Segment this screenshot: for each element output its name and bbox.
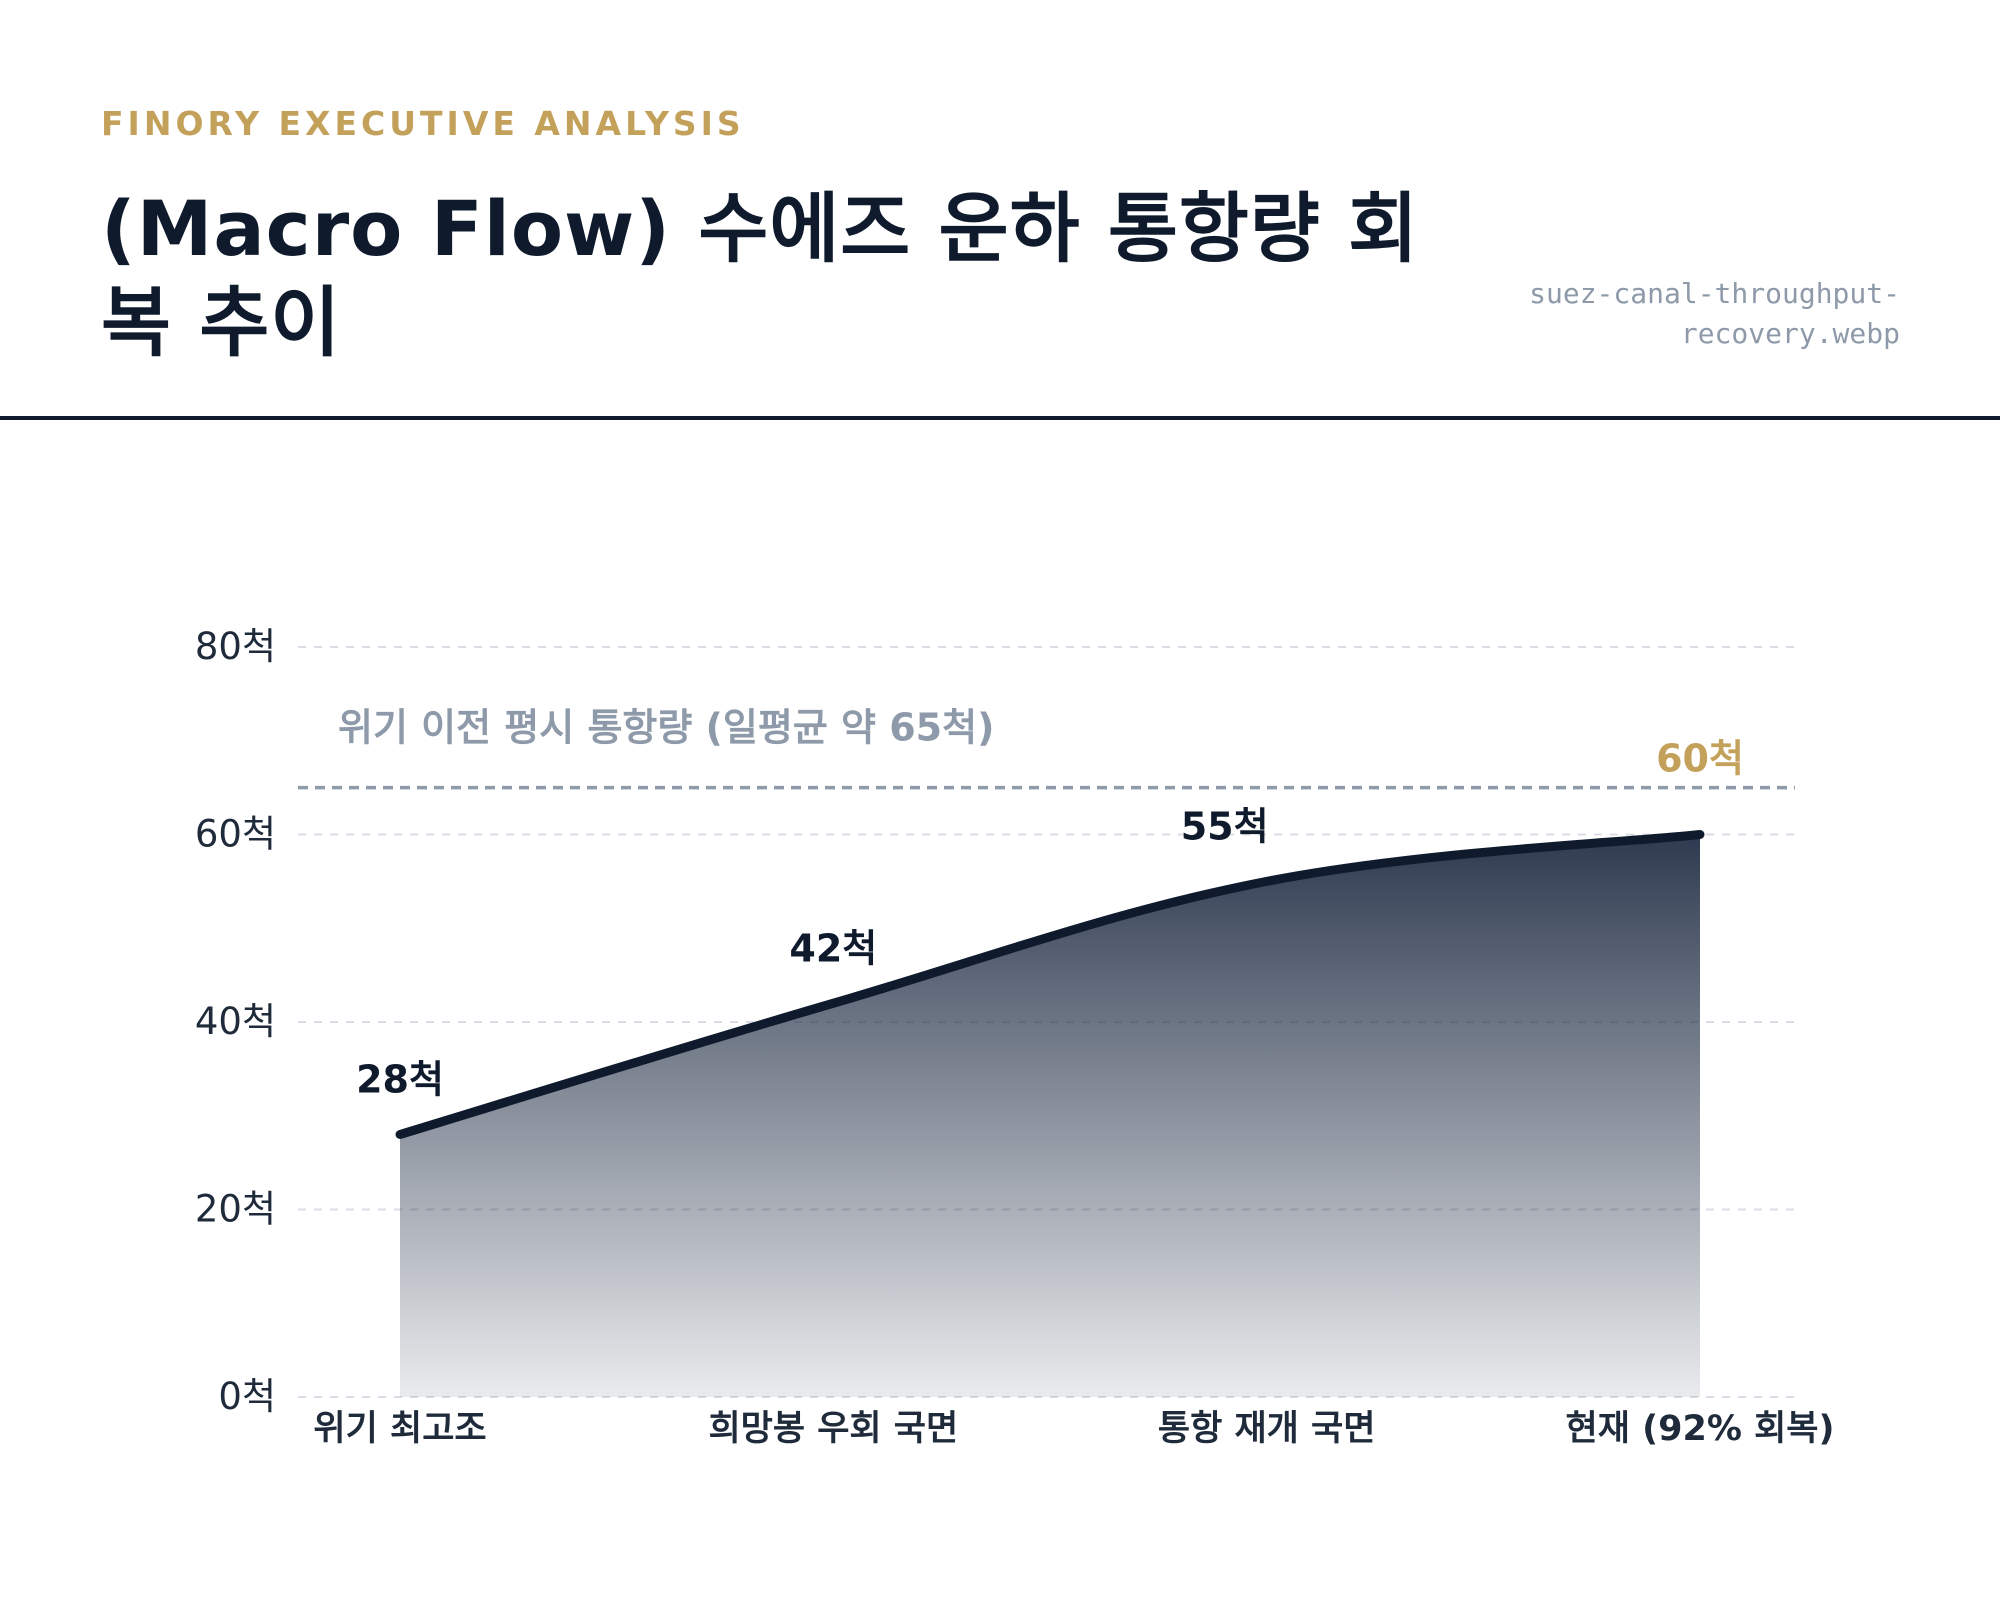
data-point xyxy=(395,1130,405,1139)
data-point xyxy=(828,998,838,1008)
data-point xyxy=(1262,876,1272,886)
data-label: 42척 xyxy=(789,926,877,970)
x-category-label: 희망봉 우회 국면 xyxy=(708,1409,958,1449)
y-tick-label: 60척 xyxy=(195,813,276,856)
y-tick-label: 0척 xyxy=(218,1375,276,1418)
y-tick-label: 20척 xyxy=(195,1188,276,1231)
reference-line-label: 위기 이전 평시 통항량 (일평균 약 65척) xyxy=(338,706,994,750)
x-category-label: 현재 (92% 회복) xyxy=(1566,1409,1835,1449)
data-label: 60척 xyxy=(1656,737,1744,781)
data-label: 28척 xyxy=(356,1058,444,1102)
header-divider xyxy=(0,416,2000,420)
x-category-label: 통항 재개 국면 xyxy=(1158,1409,1376,1449)
page-title: (Macro Flow) 수에즈 운하 통항량 회복 추이 xyxy=(101,184,1420,367)
data-label: 55척 xyxy=(1181,804,1269,848)
data-point xyxy=(1695,830,1705,839)
file-name: suez-canal-throughput-recovery.webp xyxy=(1529,277,1900,350)
area-fill xyxy=(400,834,1700,1397)
series-line xyxy=(398,830,1701,1139)
y-tick-label: 80척 xyxy=(195,625,276,668)
y-tick-label: 40척 xyxy=(195,1000,276,1043)
report-eyebrow: FINORY EXECUTIVE ANALYSIS xyxy=(101,104,745,143)
x-category-label: 위기 최고조 xyxy=(313,1409,486,1449)
